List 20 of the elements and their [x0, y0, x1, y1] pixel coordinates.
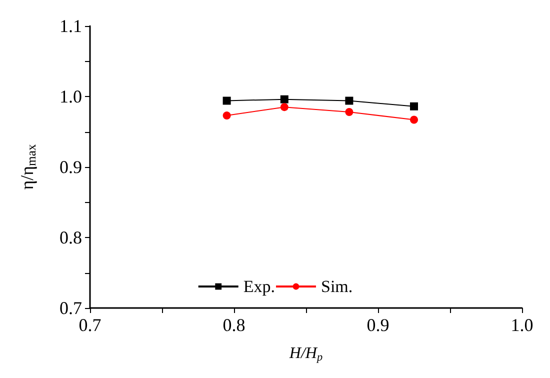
legend-label: Sim. — [320, 277, 353, 296]
point — [280, 103, 288, 112]
point — [222, 112, 231, 120]
legend-label: Exp. — [243, 277, 275, 296]
y-axis-title: η/ηmax — [17, 144, 38, 190]
point — [410, 116, 418, 124]
y-tick-label: 1.0 — [60, 86, 82, 106]
x-tick-label: 0.7 — [78, 315, 102, 335]
y-tick-label: 0.7 — [60, 298, 82, 318]
x-tick-label: 1.0 — [510, 315, 534, 335]
x-tick-label: 0.9 — [366, 315, 390, 335]
x-tick-label: 0.8 — [222, 315, 246, 335]
point — [280, 95, 288, 104]
point — [410, 102, 418, 110]
y-tick-label: 0.8 — [60, 228, 82, 248]
y-tick-label: 1.1 — [60, 16, 82, 36]
point — [345, 96, 354, 105]
y-tick-label: 0.9 — [60, 157, 82, 177]
point — [222, 96, 231, 105]
point — [345, 108, 354, 116]
